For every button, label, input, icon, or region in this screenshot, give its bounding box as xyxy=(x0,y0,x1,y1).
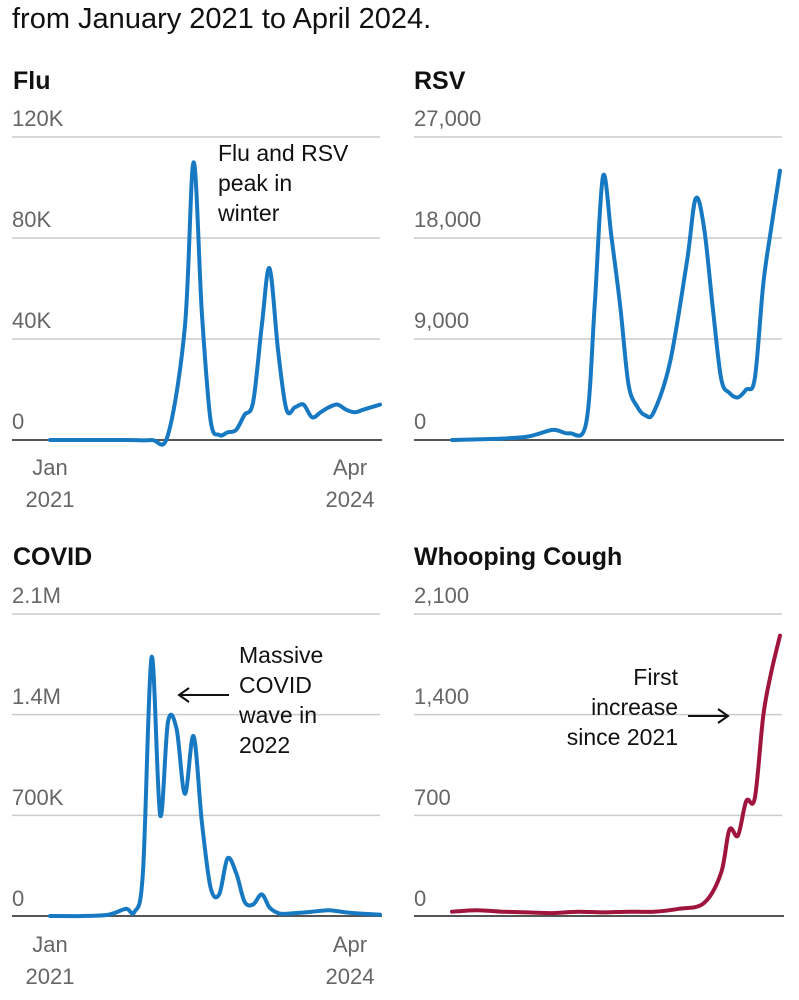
panel-title-rsv: RSV xyxy=(414,67,466,95)
panel-title-flu: Flu xyxy=(13,67,51,95)
panel-title-covid: COVID xyxy=(13,543,93,571)
rsv-y-tick-0: 0 xyxy=(414,409,427,434)
flu-x-tick-start: Jan 2021 xyxy=(25,455,75,512)
flu-y-tick-2: 80K xyxy=(12,207,52,232)
chart-subtitle: from January 2021 to April 2024. xyxy=(12,3,432,35)
whooping-y-tick-3: 2,100 xyxy=(414,583,470,608)
covid-y-tick-0: 0 xyxy=(12,886,25,911)
flu-annotation: Flu and RSV peak in winter xyxy=(218,140,349,226)
flu-y-tick-3: 120K xyxy=(12,106,64,131)
covid-y-tick-3: 2.1M xyxy=(12,583,61,608)
whooping-y-tick-1: 700 xyxy=(414,785,451,810)
series-line xyxy=(48,160,382,447)
rsv-y-tick-2: 18,000 xyxy=(414,207,482,232)
rsv-y-tick-1: 9,000 xyxy=(414,308,470,333)
rsv-y-tick-3: 27,000 xyxy=(414,106,482,131)
covid-annotation: Massive COVID wave in 2022 xyxy=(239,642,324,758)
series-line xyxy=(450,168,782,442)
arrow-head xyxy=(177,687,190,703)
series-line xyxy=(450,633,782,916)
covid-y-tick-1: 700K xyxy=(12,785,64,810)
covid-x-tick-end: Apr 2024 xyxy=(325,932,375,989)
arrow-head xyxy=(717,708,730,724)
flu-y-tick-1: 40K xyxy=(12,308,52,333)
covid-annotation-arrow xyxy=(177,687,229,703)
whooping-annotation-arrow xyxy=(688,708,730,724)
covid-y-tick-2: 1.4M xyxy=(12,684,61,709)
whooping-cough-annotation: First increase since 2021 xyxy=(566,664,678,750)
whooping-y-tick-2: 1,400 xyxy=(414,684,470,709)
flu-y-tick-0: 0 xyxy=(12,409,25,434)
panel-title-whooping-cough: Whooping Cough xyxy=(414,543,623,571)
flu-x-tick-end: Apr 2024 xyxy=(325,455,375,512)
covid-x-tick-start: Jan 2021 xyxy=(25,932,75,989)
series-line xyxy=(48,655,382,919)
whooping-y-tick-0: 0 xyxy=(414,886,427,911)
